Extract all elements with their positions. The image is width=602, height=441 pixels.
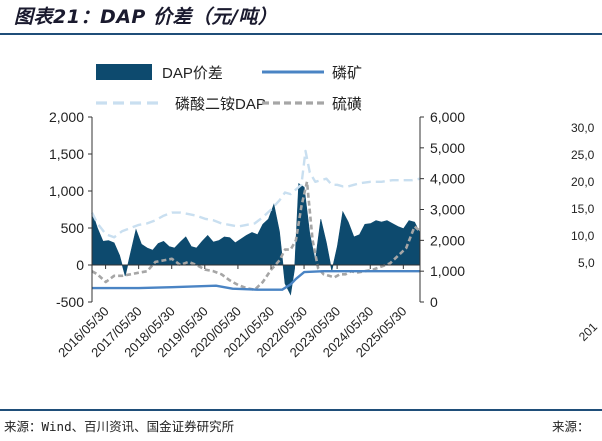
series-line-dap-price — [90, 149, 421, 239]
series-area-dap-spread — [91, 183, 421, 296]
y-right-tick-label: 6,000 — [430, 109, 465, 125]
source-note-right: 来源： — [552, 419, 590, 434]
y-right-tick-label: 5,000 — [430, 140, 465, 156]
legend-swatch-area — [96, 64, 152, 80]
right-tick-label: 20,0 — [571, 175, 595, 189]
right-tick-label: 15,0 — [571, 202, 595, 216]
legend-label: 硫磺 — [332, 96, 362, 113]
y-left-tick-label: 2,000 — [49, 109, 84, 125]
right-tick-label: 30,0 — [571, 121, 595, 135]
y-left-tick-label: 1,500 — [49, 146, 84, 162]
y-left-tick-label: 1,000 — [49, 183, 84, 199]
legend-label: DAP价差 — [162, 65, 223, 82]
y-left-tick-label: 500 — [61, 220, 85, 236]
plot-area — [90, 149, 421, 296]
chart-title: 图表21：DAP 价差（元/吨） — [14, 6, 278, 28]
bottom-rule — [0, 409, 602, 411]
y-right-tick-label: 0 — [430, 294, 438, 310]
right-tick-label: 5,0 — [578, 256, 595, 270]
top-rule — [0, 33, 602, 35]
right-tick-label: 10,0 — [571, 229, 595, 243]
source-note: 来源：Wind、百川资讯、国金证券研究所 — [4, 419, 235, 434]
y-right-tick-label: 1,000 — [430, 263, 465, 279]
series-line-phosphate-rock — [92, 270, 420, 291]
y-right-tick-label: 4,000 — [430, 171, 465, 187]
legend-label: 磷酸二铵DAP — [175, 96, 266, 113]
y-left-tick-label: -500 — [56, 294, 84, 310]
legend-label: 磷矿 — [332, 65, 362, 82]
y-right-tick-label: 3,000 — [430, 202, 465, 218]
y-right-tick-label: 2,000 — [430, 232, 465, 248]
right-tick-label: 25,0 — [571, 148, 595, 162]
y-left-tick-label: 0 — [76, 257, 84, 273]
